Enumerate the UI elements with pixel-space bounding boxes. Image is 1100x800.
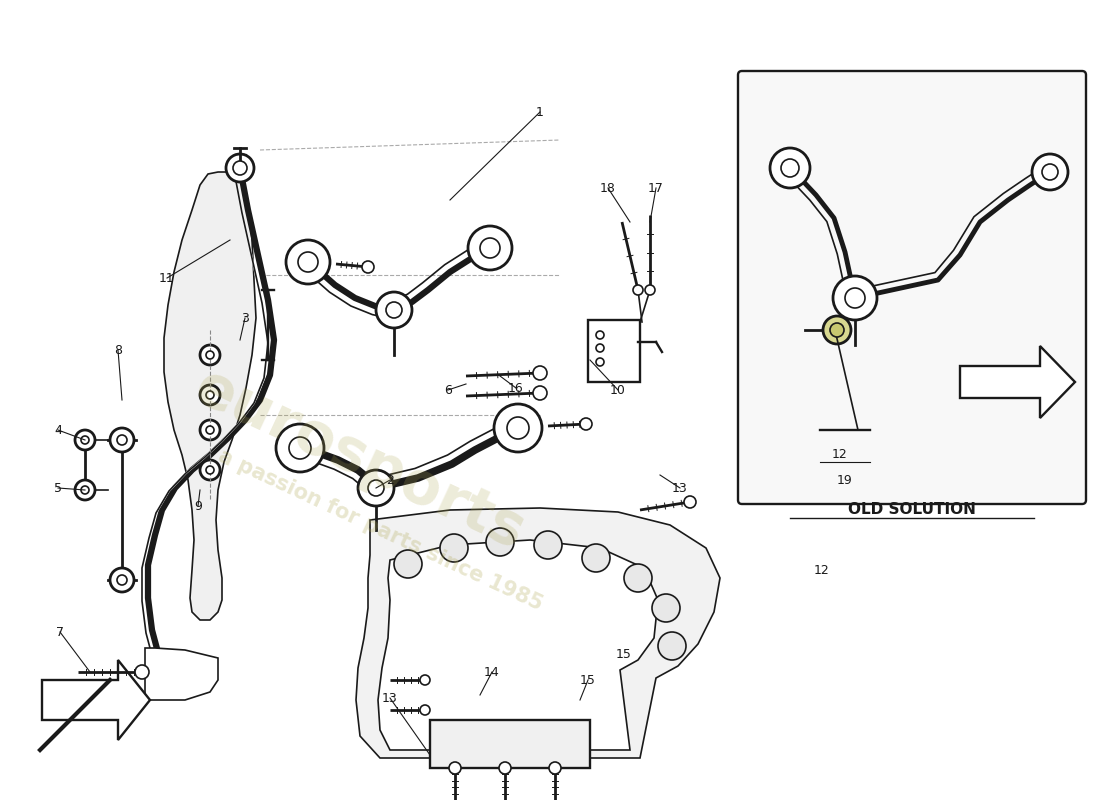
Circle shape — [596, 358, 604, 366]
Circle shape — [781, 159, 799, 177]
Text: 17: 17 — [648, 182, 664, 194]
Circle shape — [110, 428, 134, 452]
Text: 14: 14 — [484, 666, 499, 678]
Circle shape — [684, 496, 696, 508]
Circle shape — [358, 470, 394, 506]
Polygon shape — [42, 660, 150, 740]
Circle shape — [480, 238, 501, 258]
Text: 4: 4 — [54, 423, 62, 437]
Circle shape — [830, 323, 844, 337]
Text: OLD SOLUTION: OLD SOLUTION — [848, 502, 976, 518]
Circle shape — [81, 436, 89, 444]
Circle shape — [833, 276, 877, 320]
Circle shape — [582, 544, 610, 572]
Circle shape — [770, 148, 810, 188]
Circle shape — [206, 466, 214, 474]
Polygon shape — [145, 648, 218, 700]
Circle shape — [420, 705, 430, 715]
Circle shape — [1042, 164, 1058, 180]
Circle shape — [81, 486, 89, 494]
Circle shape — [75, 480, 95, 500]
Text: 7: 7 — [56, 626, 64, 638]
Circle shape — [394, 550, 422, 578]
Text: 6: 6 — [444, 383, 452, 397]
Text: 2: 2 — [386, 474, 394, 486]
Circle shape — [420, 675, 430, 685]
Text: 1: 1 — [536, 106, 543, 118]
Circle shape — [823, 316, 851, 344]
Text: 16: 16 — [508, 382, 524, 394]
Circle shape — [507, 417, 529, 439]
Polygon shape — [378, 540, 658, 750]
Text: 13: 13 — [672, 482, 688, 494]
Circle shape — [645, 285, 654, 295]
Circle shape — [206, 351, 214, 359]
Circle shape — [449, 762, 461, 774]
Circle shape — [596, 331, 604, 339]
Circle shape — [276, 424, 324, 472]
FancyBboxPatch shape — [738, 71, 1086, 504]
Circle shape — [110, 568, 134, 592]
Circle shape — [200, 385, 220, 405]
Circle shape — [286, 240, 330, 284]
Circle shape — [580, 418, 592, 430]
Circle shape — [206, 426, 214, 434]
Circle shape — [226, 154, 254, 182]
Text: 12: 12 — [832, 449, 848, 462]
Circle shape — [298, 252, 318, 272]
Text: 15: 15 — [616, 647, 631, 661]
Circle shape — [499, 762, 512, 774]
Circle shape — [440, 534, 467, 562]
Circle shape — [1032, 154, 1068, 190]
Text: 8: 8 — [114, 343, 122, 357]
FancyBboxPatch shape — [430, 720, 590, 768]
Circle shape — [652, 594, 680, 622]
Text: 13: 13 — [382, 691, 398, 705]
Circle shape — [624, 564, 652, 592]
Text: 9: 9 — [194, 499, 202, 513]
Circle shape — [200, 345, 220, 365]
Circle shape — [486, 528, 514, 556]
Circle shape — [534, 366, 547, 380]
Circle shape — [117, 435, 126, 445]
Text: 19: 19 — [837, 474, 852, 486]
Text: a passion for parts since 1985: a passion for parts since 1985 — [214, 446, 546, 614]
Text: 10: 10 — [610, 383, 626, 397]
Circle shape — [206, 391, 214, 399]
Circle shape — [632, 285, 644, 295]
Circle shape — [200, 460, 220, 480]
Circle shape — [549, 762, 561, 774]
Polygon shape — [356, 508, 720, 758]
Text: 5: 5 — [54, 482, 62, 494]
Circle shape — [494, 404, 542, 452]
Circle shape — [135, 665, 149, 679]
Circle shape — [362, 261, 374, 273]
Circle shape — [368, 480, 384, 496]
Text: 18: 18 — [601, 182, 616, 194]
Circle shape — [534, 386, 547, 400]
Polygon shape — [164, 172, 256, 620]
Circle shape — [75, 430, 95, 450]
FancyBboxPatch shape — [588, 320, 640, 382]
Text: 12: 12 — [814, 563, 829, 577]
Circle shape — [658, 632, 686, 660]
Circle shape — [596, 344, 604, 352]
Circle shape — [376, 292, 412, 328]
Circle shape — [468, 226, 512, 270]
Circle shape — [386, 302, 402, 318]
Text: 15: 15 — [580, 674, 596, 686]
Text: 3: 3 — [241, 311, 249, 325]
Text: 11: 11 — [160, 271, 175, 285]
Circle shape — [845, 288, 865, 308]
Circle shape — [117, 575, 126, 585]
Polygon shape — [960, 346, 1075, 418]
Text: eurosports: eurosports — [186, 358, 535, 562]
Circle shape — [200, 420, 220, 440]
Circle shape — [289, 437, 311, 459]
Circle shape — [534, 531, 562, 559]
Circle shape — [233, 161, 248, 175]
